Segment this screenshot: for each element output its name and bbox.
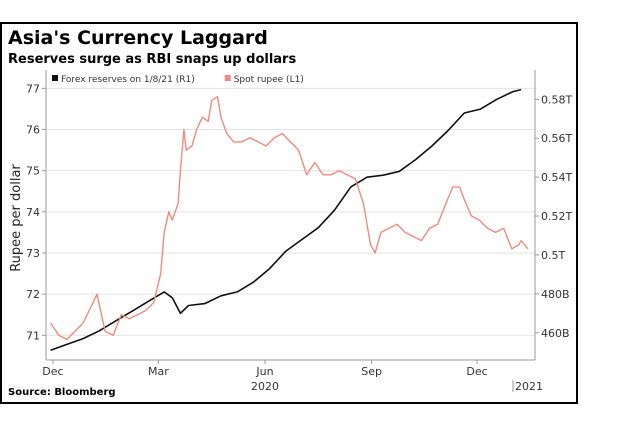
left-tick-label: 73 [26,247,40,260]
x-tick-label: Dec [42,365,63,378]
x-tick-label: Mar [148,365,169,378]
legend-label: Forex reserves on 1/8/21 (R1) [61,75,195,85]
right-tick-label: 0.5T [541,249,565,262]
left-tick-label: 76 [26,124,40,137]
left-tick-label: 72 [26,288,40,301]
chart-source: Source: Bloomberg [8,387,116,398]
chart-title: Asia's Currency Laggard [8,27,268,49]
right-tick-label: 460B [541,327,570,340]
left-axis-label: Rupee per dollar [9,164,24,272]
x-year-label: 2021 [515,380,543,393]
x-year-label: 2020 [251,380,279,393]
x-tick-label: Dec [466,365,487,378]
left-tick-label: 71 [26,329,40,342]
chart-plot: 71 72 73 74 75 76 77 460B 480B 0.5T 0.52T 0.54T 0.56… [9,70,572,393]
legend-swatch [52,75,58,81]
left-tick-label: 77 [26,82,40,95]
legend-swatch [224,75,231,81]
legend-label: Spot rupee (L1) [234,75,304,85]
x-tick-label: Jun [255,365,273,378]
spot-rupee-line [50,95,529,341]
left-tick-label: 75 [26,165,40,178]
left-tick-label: 74 [26,206,40,219]
right-tick-label: 0.56T [541,132,572,145]
right-tick-label: 0.54T [541,171,572,184]
forex-reserves-line [50,88,522,352]
right-tick-label: 0.58T [541,93,572,106]
right-tick-label: 0.52T [541,210,572,223]
x-tick-label: Sep [361,365,382,378]
chart-subtitle: Reserves surge as RBI snaps up dollars [8,52,297,67]
chart-frame: Asia's Currency Laggard Reserves surge a… [0,22,578,404]
right-tick-label: 480B [541,288,570,301]
